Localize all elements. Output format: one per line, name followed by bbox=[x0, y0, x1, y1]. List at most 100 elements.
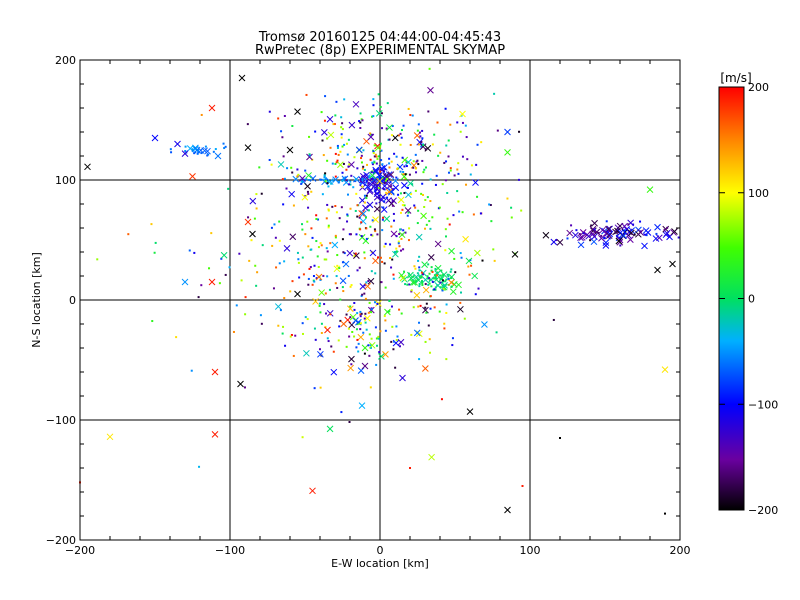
data-point-dot bbox=[421, 129, 424, 132]
data-point-x bbox=[208, 104, 216, 112]
data-point-x bbox=[589, 230, 597, 238]
data-point-dot bbox=[150, 223, 153, 226]
data-point-dot bbox=[275, 266, 278, 269]
data-point-dot bbox=[339, 150, 342, 153]
data-point-dot bbox=[422, 171, 425, 174]
data-point-dot bbox=[375, 202, 378, 205]
data-point-x bbox=[352, 317, 359, 324]
data-point-dot bbox=[361, 176, 364, 179]
y-tick-label: 0 bbox=[69, 294, 76, 307]
data-point-dot bbox=[457, 200, 460, 203]
data-point-x bbox=[362, 204, 369, 212]
data-point-dot bbox=[461, 155, 464, 158]
data-point-x bbox=[333, 265, 341, 273]
data-point-x bbox=[318, 289, 326, 296]
data-point-dot bbox=[340, 206, 343, 209]
data-point-dot bbox=[465, 136, 468, 139]
data-point-dot bbox=[632, 223, 635, 226]
data-point-dot bbox=[433, 288, 436, 291]
data-point-dot bbox=[373, 228, 376, 231]
data-point-dot bbox=[520, 209, 523, 212]
data-point-dot bbox=[349, 207, 352, 210]
data-point-dot bbox=[307, 277, 310, 280]
data-point-dot bbox=[294, 334, 297, 337]
data-point-dot bbox=[375, 337, 378, 340]
data-point-dot bbox=[464, 124, 467, 127]
data-point-dot bbox=[340, 411, 343, 414]
data-point-dot bbox=[412, 166, 415, 169]
data-point-dot bbox=[380, 159, 383, 162]
data-point-dot bbox=[360, 157, 363, 160]
data-point-dot bbox=[355, 346, 358, 349]
data-point-dot bbox=[280, 130, 283, 133]
data-point-dot bbox=[300, 182, 303, 185]
data-point-x bbox=[590, 238, 598, 246]
data-point-dot bbox=[346, 214, 349, 217]
data-point-dot bbox=[197, 296, 200, 299]
data-point-dot bbox=[418, 275, 421, 278]
data-point-dot bbox=[435, 174, 438, 177]
data-point-dot bbox=[318, 348, 321, 351]
data-point-dot bbox=[439, 274, 442, 277]
data-point-x bbox=[387, 171, 395, 178]
data-point-dot bbox=[247, 216, 250, 219]
data-point-dot bbox=[437, 154, 440, 157]
data-point-dot bbox=[311, 236, 314, 239]
data-point-dot bbox=[356, 269, 359, 272]
data-point-dot bbox=[304, 169, 307, 172]
data-point-dot bbox=[338, 217, 341, 220]
data-point-dot bbox=[446, 217, 449, 220]
data-point-dot bbox=[489, 204, 492, 207]
data-point-dot bbox=[292, 354, 295, 357]
data-point-dot bbox=[367, 280, 370, 283]
data-point-dot bbox=[292, 204, 295, 207]
data-point-x bbox=[416, 138, 424, 146]
data-point-dot bbox=[371, 178, 374, 181]
data-point-dot bbox=[362, 165, 365, 168]
data-point-dot bbox=[425, 311, 428, 314]
data-point-x bbox=[415, 330, 423, 338]
data-point-dot bbox=[391, 125, 394, 128]
data-point-dot bbox=[253, 217, 256, 220]
data-point-dot bbox=[400, 312, 403, 315]
data-point-dot bbox=[488, 203, 491, 206]
data-point-dot bbox=[424, 306, 427, 309]
data-point-dot bbox=[439, 281, 442, 284]
data-point-dot bbox=[456, 190, 459, 193]
data-point-dot bbox=[327, 209, 330, 212]
data-point-dot bbox=[406, 283, 409, 286]
data-point-dot bbox=[200, 152, 203, 155]
data-point-dot bbox=[319, 242, 322, 245]
data-point-x bbox=[606, 225, 613, 233]
data-point-dot bbox=[379, 256, 382, 259]
data-point-dot bbox=[323, 258, 326, 261]
data-point-dot bbox=[301, 223, 304, 226]
data-point-dot bbox=[395, 155, 398, 158]
data-point-dot bbox=[301, 322, 304, 325]
data-point-dot bbox=[506, 197, 509, 200]
data-point-x bbox=[326, 115, 334, 123]
data-point-dot bbox=[328, 288, 331, 291]
data-point-dot bbox=[375, 155, 378, 158]
data-point-dot bbox=[447, 275, 450, 278]
chart-title: Tromsø 20160125 04:44:00-04:45:43 bbox=[258, 30, 501, 45]
data-point-x bbox=[577, 234, 584, 242]
data-point-dot bbox=[383, 181, 386, 184]
data-point-dot bbox=[348, 233, 351, 236]
data-point-dot bbox=[415, 280, 418, 283]
data-point-dot bbox=[366, 163, 369, 166]
data-point-dot bbox=[271, 244, 274, 247]
data-point-dot bbox=[392, 188, 395, 191]
data-point-dot bbox=[411, 183, 414, 186]
data-point-x bbox=[361, 362, 369, 370]
data-point-x bbox=[663, 229, 671, 237]
data-point-dot bbox=[377, 256, 380, 259]
data-point-dot bbox=[384, 179, 387, 182]
data-point-dot bbox=[369, 346, 372, 349]
data-point-dot bbox=[244, 296, 247, 299]
data-point-x bbox=[220, 251, 228, 259]
data-point-dot bbox=[423, 205, 426, 208]
data-point-dot bbox=[409, 467, 411, 469]
data-point-dot bbox=[283, 114, 286, 117]
data-point-dot bbox=[382, 216, 385, 219]
